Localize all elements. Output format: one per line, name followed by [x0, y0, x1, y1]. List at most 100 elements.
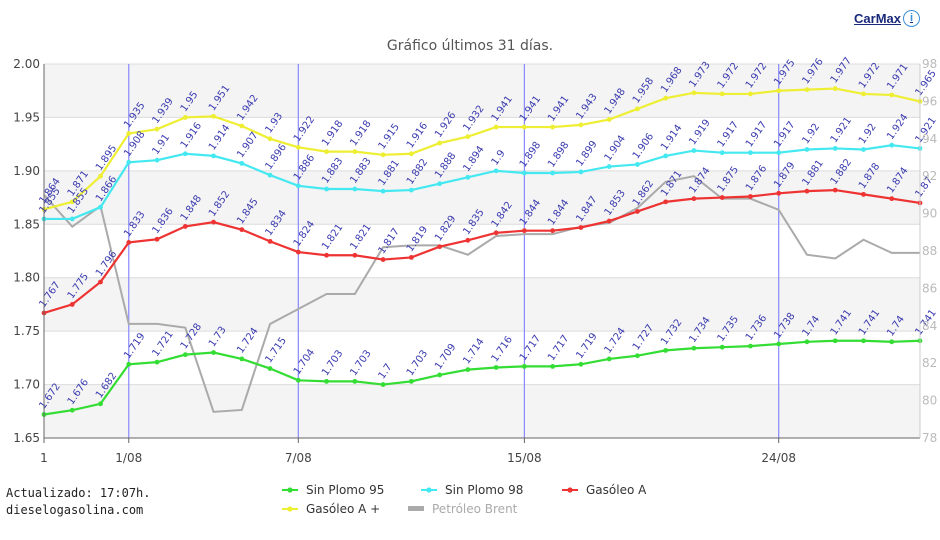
data-point: [861, 338, 866, 344]
data-point: [98, 173, 103, 179]
data-point: [578, 361, 584, 367]
data-point: [295, 183, 301, 189]
data-point: [776, 150, 782, 156]
data-point: [521, 124, 527, 130]
data-point: [437, 140, 443, 146]
data-point: [521, 364, 527, 369]
data-point: [182, 151, 188, 157]
x-tick-label: 1/08: [115, 451, 142, 465]
data-point: [408, 151, 414, 157]
footer: Actualizado: 17:07h. dieselogasolina.com: [6, 485, 151, 519]
y-left-tick-label: 1.90: [13, 164, 40, 178]
data-point: [98, 279, 103, 285]
data-point: [663, 347, 669, 353]
data-point: [635, 162, 640, 167]
y-right-tick-label: 86: [922, 281, 937, 295]
data-point: [352, 186, 358, 192]
data-point: [748, 194, 753, 199]
data-point: [465, 237, 471, 243]
data-point: [98, 401, 103, 407]
data-point: [889, 142, 895, 148]
data-point: [578, 169, 584, 175]
data-point: [69, 302, 75, 307]
legend-label: Gasóleo A: [586, 483, 647, 497]
data-point: [804, 147, 810, 152]
y-left-tick-label: 1.80: [13, 271, 40, 285]
data-point: [267, 238, 273, 244]
data-point: [493, 168, 499, 174]
info-icon[interactable]: i: [903, 10, 920, 27]
data-point: [154, 236, 160, 242]
y-left-tick-label: 1.70: [13, 378, 40, 392]
legend-marker: [287, 487, 293, 493]
data-point: [295, 249, 301, 255]
data-point: [182, 352, 188, 358]
data-point: [69, 216, 75, 222]
data-point: [437, 244, 443, 250]
band: [44, 170, 920, 225]
data-point: [606, 356, 612, 362]
data-point: [493, 365, 499, 370]
data-point: [239, 356, 245, 362]
data-point: [465, 367, 471, 373]
series-line-gas-leo-a: [43, 188, 921, 315]
y-left-tick-label: 1.85: [13, 217, 40, 231]
carmax-brand[interactable]: CarMax i: [854, 10, 920, 27]
data-point: [606, 164, 612, 169]
data-point: [804, 87, 810, 93]
data-point: [691, 148, 697, 153]
series-line-sin-plomo-98: [44, 144, 921, 221]
series-line-sin-plomo-95: [43, 339, 921, 416]
data-point: [832, 86, 838, 91]
data-point: [408, 255, 414, 260]
data-point: [239, 123, 245, 129]
legend-item: Sin Plomo 98: [421, 483, 523, 497]
data-point: [352, 252, 358, 258]
data-point: [776, 190, 782, 196]
data-point: [380, 152, 386, 158]
y-right-tick-label: 96: [922, 94, 937, 108]
data-point: [832, 187, 838, 193]
y-left-tick-label: 1.65: [13, 431, 40, 445]
data-point: [98, 204, 103, 210]
y-left-tick-label: 2.00: [13, 57, 40, 71]
data-point: [465, 134, 471, 140]
data-point: [408, 187, 414, 193]
data-point: [126, 361, 132, 367]
data-point: [493, 230, 499, 236]
data-point: [324, 252, 329, 258]
data-point: [324, 149, 329, 155]
series-line-gas-leo-a-: [43, 87, 921, 211]
data-point: [804, 339, 810, 345]
data-point: [267, 366, 273, 371]
brand-name: CarMax: [854, 11, 901, 26]
y-right-tick-label: 80: [922, 394, 937, 408]
data-point: [493, 124, 499, 130]
data-point: [211, 153, 216, 159]
y-right-tick-label: 82: [922, 356, 937, 370]
band: [44, 117, 920, 171]
data-point: [578, 225, 584, 230]
data-point: [437, 181, 443, 187]
data-point: [578, 122, 584, 128]
data-point: [154, 359, 160, 365]
data-point: [182, 115, 188, 120]
data-point: [719, 344, 725, 350]
data-point: [861, 191, 866, 197]
legend-item: Petróleo Brent: [408, 502, 518, 516]
data-point: [69, 199, 75, 205]
data-point: [550, 124, 556, 130]
legend-label: Sin Plomo 95: [306, 483, 384, 497]
x-tick-label: 7/08: [285, 451, 312, 465]
data-point: [295, 377, 301, 383]
band: [44, 277, 920, 332]
data-point: [606, 117, 612, 122]
legend: Sin Plomo 95 Sin Plomo 98 Gasóleo A Gasóleo…: [282, 483, 647, 516]
data-point: [691, 196, 697, 202]
data-point: [380, 257, 386, 262]
data-point: [748, 150, 753, 156]
data-point: [776, 341, 782, 347]
data-point: [719, 195, 725, 200]
data-point: [267, 172, 273, 178]
